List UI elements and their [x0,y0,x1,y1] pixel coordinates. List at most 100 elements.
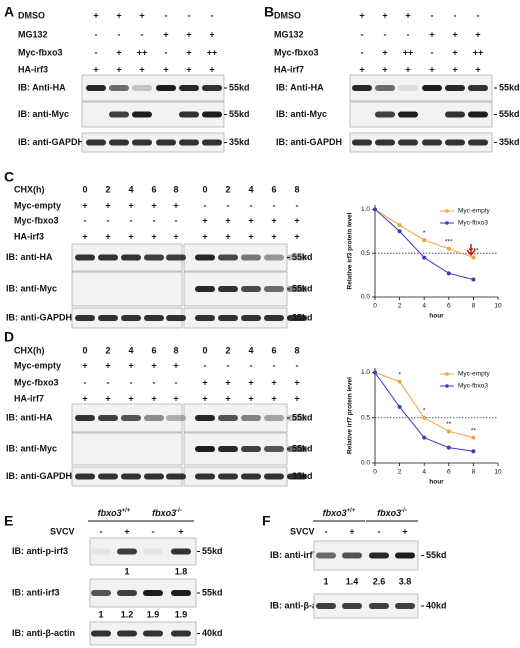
blot-label: IB: anti-GAPDH [6,471,72,481]
lane-sign: + [349,526,354,536]
lane-sign: 0 [202,345,207,355]
lane-sign: - [188,10,191,20]
band [195,473,215,480]
lane-sign: 2 [225,184,230,194]
lane-sign: - [204,200,207,210]
lane-sign: - [273,200,276,210]
lane-sign: + [475,29,480,39]
blot-label: IB: Anti-HA [276,82,324,92]
y-tick-label: 0.5 [361,414,370,421]
significance: ** [446,421,452,428]
lane-sign: + [128,393,133,403]
lane-sign: 6 [271,184,276,194]
lane-sign: + [382,64,387,74]
lane-sign: + [359,10,364,20]
lane-sign: 8 [173,345,178,355]
size-marker: 55kd [292,283,313,293]
condition-label: CHX(h) [14,184,45,194]
legend-marker [445,372,449,376]
lane-sign: - [454,10,457,20]
band [375,85,395,91]
band [445,85,465,91]
band [98,473,118,480]
condition-label: Myc-fbxo3 [14,215,59,225]
band [287,415,307,421]
size-marker: 35kd [292,471,313,481]
size-marker: 35kd [229,137,250,147]
lane-sign: + [225,231,230,241]
band [316,603,336,609]
band [117,630,137,637]
lane-sign: + [128,231,133,241]
lane-sign: + [151,393,156,403]
lane-sign: + [248,393,253,403]
significance: * [398,371,401,378]
blot-label: IB: anti-β-actin [12,628,75,638]
blot-label: IB: anti-Myc [6,283,57,293]
legend-label: Myc-fbxo3 [458,220,488,227]
lane-sign: + [294,231,299,241]
band [91,548,111,555]
legend-label: Myc-empty [458,208,491,215]
condition-label: SVCV [290,526,315,536]
data-point [422,415,427,420]
data-point [471,255,476,260]
size-marker: 35kd [499,137,520,147]
lane-sign: + [151,231,156,241]
band [132,111,152,118]
band [202,85,222,91]
lane-sign: - [361,47,364,57]
band [375,111,395,118]
lane-sign: + [116,47,121,57]
quant-value: 1.2 [121,609,134,619]
band [109,85,129,91]
lane-sign: + [452,29,457,39]
condition-label: Myc-fbxo3 [18,47,63,57]
lane-sign: + [294,215,299,225]
lane-sign: + [163,64,168,74]
lane-sign: + [124,526,129,536]
data-point [446,445,451,450]
lane-sign: + [178,526,183,536]
lane-sign: + [173,200,178,210]
lane-sign: + [163,29,168,39]
lane-sign: - [100,526,103,536]
lane-sign: - [431,47,434,57]
lane-sign: - [204,360,207,370]
band [144,315,164,321]
band [195,315,215,321]
band [264,415,284,421]
lane-sign: + [105,393,110,403]
x-tick-label: 4 [422,469,426,476]
lane-sign: - [153,215,156,225]
lane-sign: + [116,10,121,20]
data-point [446,271,451,276]
lane-sign: + [202,377,207,387]
band [422,139,442,146]
lane-sign: 4 [248,184,253,194]
lane-sign: 8 [294,184,299,194]
blot-image [81,101,225,128]
y-tick-label: 0.5 [361,250,370,257]
significance: *** [445,239,453,246]
condition-label: Myc-fbxo3 [274,47,319,57]
band [109,111,129,118]
lane-sign: + [248,215,253,225]
lane-sign: - [175,215,178,225]
blot-label: IB: Anti-HA [18,82,66,92]
data-point [373,207,377,212]
lane-sign: + [186,64,191,74]
band [468,111,488,118]
data-point [397,229,402,234]
lane-sign: - [273,360,276,370]
lane-sign: - [130,215,133,225]
size-marker: 35kd [292,312,313,322]
legend-marker [445,384,449,388]
data-point [471,449,476,454]
size-marker: 55kd [426,550,447,560]
blot-label: IB: anti-GAPDH [18,137,84,147]
band [179,139,199,146]
lane-sign: + [105,231,110,241]
lane-sign: - [250,200,253,210]
